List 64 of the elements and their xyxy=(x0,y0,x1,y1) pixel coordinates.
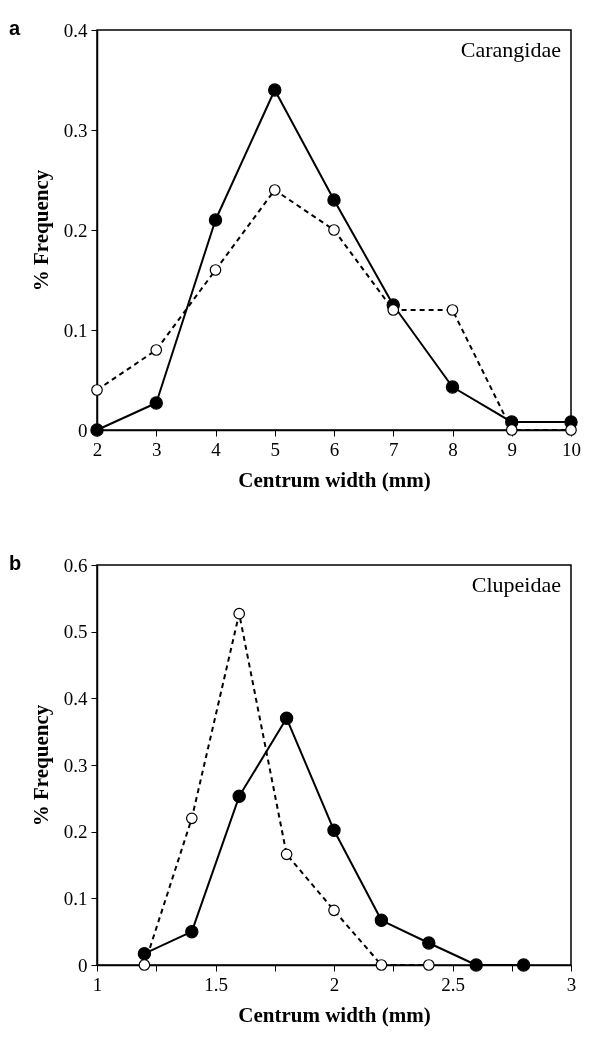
point xyxy=(209,264,222,276)
point xyxy=(232,789,246,804)
x-tick-label: 2 xyxy=(92,438,103,460)
point xyxy=(268,184,281,196)
point xyxy=(469,958,483,972)
y-tick-label: 0.4 xyxy=(63,687,88,709)
x-tick-label: 6 xyxy=(329,438,340,460)
y-tick-label: 0.2 xyxy=(63,821,88,843)
point xyxy=(387,304,400,316)
point xyxy=(91,384,103,396)
y-axis-title: % Frequency xyxy=(28,169,53,292)
point xyxy=(374,913,389,928)
point xyxy=(279,711,294,726)
point xyxy=(422,959,435,971)
point xyxy=(505,424,518,436)
x-tick-label: 10 xyxy=(562,438,581,460)
x-tick-label: 2.5 xyxy=(441,973,465,995)
annotation: Carangidae xyxy=(460,37,561,62)
y-tick-label: 0.1 xyxy=(63,319,88,341)
point xyxy=(327,823,341,838)
point xyxy=(375,959,388,971)
x-tick-label: 2 xyxy=(329,973,340,995)
x-tick-label: 5 xyxy=(270,438,280,460)
point xyxy=(233,607,246,620)
point xyxy=(328,224,340,236)
point xyxy=(280,848,293,861)
y-tick-label: 0.3 xyxy=(63,754,88,776)
point xyxy=(208,213,223,227)
y-tick-label: 0.3 xyxy=(63,119,88,141)
y-tick-label: 0 xyxy=(78,954,88,976)
point xyxy=(327,193,341,207)
point xyxy=(137,946,152,961)
x-tick-label: 8 xyxy=(448,438,458,460)
x-tick-label: 1.5 xyxy=(204,973,228,995)
x-axis-title: Centrum width (mm) xyxy=(238,467,431,492)
point xyxy=(445,380,460,394)
point xyxy=(90,423,104,437)
x-tick-label: 1 xyxy=(92,973,103,995)
y-tick-label: 0.6 xyxy=(63,554,88,576)
x-axis-title: Centrum width (mm) xyxy=(238,1002,431,1027)
point xyxy=(422,936,436,950)
point xyxy=(446,304,459,316)
x-tick-label: 9 xyxy=(507,438,517,460)
point xyxy=(516,958,531,972)
y-tick-label: 0.1 xyxy=(63,887,88,909)
annotation: Clupeidae xyxy=(471,572,561,597)
point xyxy=(150,344,163,356)
x-tick-label: 3 xyxy=(152,438,162,460)
point xyxy=(149,396,163,410)
point xyxy=(328,904,340,917)
chart-title: b xyxy=(9,552,22,574)
y-tick-label: 0 xyxy=(78,419,88,441)
y-tick-label: 0.5 xyxy=(63,621,88,643)
point xyxy=(185,924,199,939)
point xyxy=(185,812,198,825)
chart-title: a xyxy=(9,17,21,39)
point xyxy=(268,83,282,97)
y-tick-label: 0.4 xyxy=(63,19,88,41)
y-axis-title: % Frequency xyxy=(28,704,53,827)
x-tick-label: 4 xyxy=(211,438,222,460)
y-tick-label: 0.2 xyxy=(63,219,88,241)
x-tick-label: 7 xyxy=(389,438,399,460)
point xyxy=(138,959,151,971)
x-tick-label: 3 xyxy=(566,973,577,995)
